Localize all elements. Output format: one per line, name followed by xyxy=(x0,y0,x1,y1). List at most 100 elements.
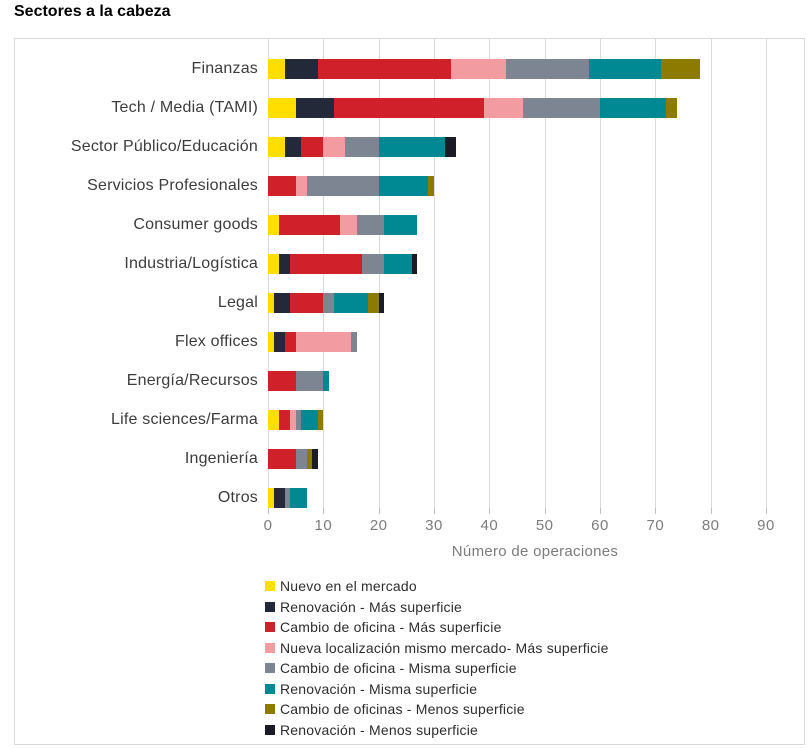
gridline xyxy=(434,39,435,508)
bar-segment xyxy=(279,409,291,430)
x-tick-label: 70 xyxy=(646,517,665,534)
bar-segment xyxy=(295,97,335,118)
bar-segment xyxy=(600,97,667,118)
bar-track xyxy=(268,370,802,391)
category-label: Energía/Recursos xyxy=(126,371,258,389)
bar-segment xyxy=(295,370,324,391)
bar-track xyxy=(268,292,802,313)
tick-mark xyxy=(766,508,768,514)
bar-segment xyxy=(268,58,285,79)
bar-segment xyxy=(268,214,280,235)
bar-row: Sector Público/Educación xyxy=(15,127,804,166)
legend-label: Cambio de oficinas - Menos superficie xyxy=(280,701,525,718)
gridline xyxy=(766,39,768,508)
bar-segment xyxy=(367,292,379,313)
bar-track xyxy=(268,58,802,79)
bar-row: Servicios Profesionales xyxy=(15,166,804,205)
legend-item: Nuevo en el mercado xyxy=(265,576,609,597)
bar-segment xyxy=(660,58,700,79)
bar-segment xyxy=(522,97,600,118)
bar-segment xyxy=(284,136,302,157)
legend-item: Renovación - Misma superficie xyxy=(265,679,609,700)
tick-mark xyxy=(378,508,380,514)
gridline xyxy=(489,39,491,508)
category-label: Legal xyxy=(217,293,258,311)
legend-swatch xyxy=(265,663,275,674)
bar-row: Ingeniería xyxy=(15,439,804,478)
bar-row: Flex offices xyxy=(15,322,804,361)
bars-area: Finanzas Tech / Media (TAMI) Sector Públic… xyxy=(15,49,804,517)
category-label: Servicios Profesionales xyxy=(87,176,258,194)
bar-segment xyxy=(356,214,385,235)
x-tick-label: 30 xyxy=(425,517,443,534)
legend-label: Nuevo en el mercado xyxy=(280,578,417,595)
legend-label: Cambio de oficina - Misma superficie xyxy=(280,660,517,677)
tick-mark xyxy=(655,508,657,514)
bar-segment xyxy=(268,331,274,352)
bar-row: Otros xyxy=(15,478,804,517)
bar-segment xyxy=(295,175,307,196)
bar-segment xyxy=(323,292,335,313)
bar-segment xyxy=(268,97,296,118)
bar-segment xyxy=(378,136,446,157)
bar-row: Legal xyxy=(15,283,804,322)
bar-segment xyxy=(290,487,307,508)
x-axis-title: Número de operaciones xyxy=(451,543,619,560)
x-tick-label: 20 xyxy=(369,517,388,534)
bar-segment xyxy=(306,175,379,196)
category-label: Sector Público/Educación xyxy=(70,137,258,155)
legend: Nuevo en el mercado Renovación - Más supe… xyxy=(265,576,609,740)
bar-segment xyxy=(350,331,357,352)
legend-label: Renovación - Misma superficie xyxy=(280,680,478,697)
bar-segment xyxy=(317,58,451,79)
bar-segment xyxy=(306,448,313,469)
bar-segment xyxy=(334,97,484,118)
x-tick-label: 50 xyxy=(535,517,554,534)
bar-segment xyxy=(295,409,302,430)
bar-segment xyxy=(268,487,274,508)
legend-item: Nueva localización mismo mercado- Más su… xyxy=(265,638,609,659)
tick-mark xyxy=(434,508,435,514)
bar-track xyxy=(268,214,802,235)
tick-mark xyxy=(710,508,712,514)
x-tick-label: 60 xyxy=(591,517,609,534)
gridline xyxy=(323,39,325,508)
bar-segment xyxy=(290,409,296,430)
bar-segment xyxy=(295,448,307,469)
bar-segment xyxy=(378,175,429,196)
bar-segment xyxy=(411,253,418,274)
chart-title: Sectores a la cabeza xyxy=(14,3,171,20)
legend-item: Cambio de oficinas - Menos superficie xyxy=(265,699,609,720)
bar-segment xyxy=(284,58,318,79)
category-label: Finanzas xyxy=(191,59,258,77)
bar-row: Tech / Media (TAMI) xyxy=(15,88,804,127)
category-label: Ingeniería xyxy=(184,449,258,467)
bar-segment xyxy=(268,253,280,274)
bar-segment xyxy=(279,253,291,274)
bar-segment xyxy=(279,214,340,235)
category-label: Tech / Media (TAMI) xyxy=(111,98,258,116)
bar-segment xyxy=(284,331,296,352)
legend-swatch xyxy=(265,622,275,633)
bar-row: Energía/Recursos xyxy=(15,361,804,400)
legend-label: Nueva localización mismo mercado- Más su… xyxy=(280,639,609,656)
category-label: Consumer goods xyxy=(133,215,258,233)
x-tick-label: 80 xyxy=(701,517,720,534)
bar-segment xyxy=(445,136,457,157)
chart-area: Finanzas Tech / Media (TAMI) Sector Públic… xyxy=(14,38,805,745)
gridline xyxy=(544,39,546,508)
x-tick-label: 10 xyxy=(314,517,333,534)
legend-label: Cambio de oficina - Más superficie xyxy=(280,619,502,636)
bar-segment xyxy=(268,292,274,313)
bar-track xyxy=(268,409,802,430)
bar-row: Finanzas xyxy=(15,49,804,88)
bar-row: Life sciences/Farma xyxy=(15,400,804,439)
bar-segment xyxy=(268,409,280,430)
legend-swatch xyxy=(265,683,275,694)
category-label: Otros xyxy=(217,488,258,506)
legend-label: Renovación - Menos superficie xyxy=(280,721,479,738)
bar-track xyxy=(268,136,802,157)
bar-segment xyxy=(450,58,506,79)
bar-segment xyxy=(384,253,412,274)
bar-segment xyxy=(268,136,285,157)
